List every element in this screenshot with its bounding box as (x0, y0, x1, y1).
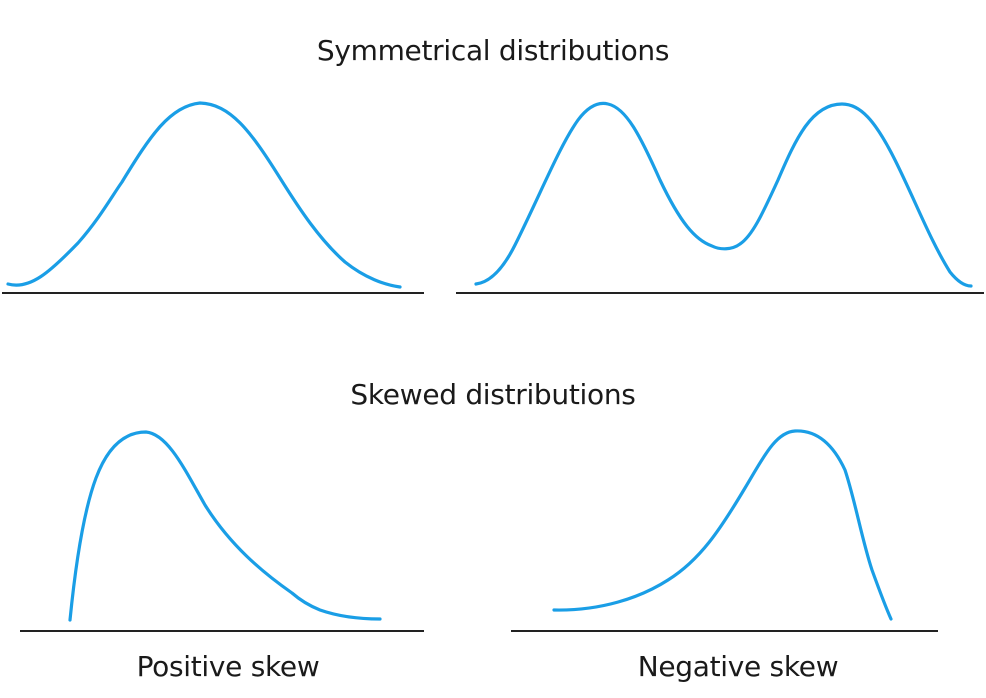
positive-skew-curve (68, 430, 382, 622)
bimodal-curve (474, 101, 973, 288)
bell-curve (6, 101, 402, 289)
negative-skew-curve (552, 429, 893, 621)
positive-skew-label: Positive skew (136, 650, 320, 683)
negative-skew-panel (511, 429, 938, 632)
bell-curve-panel (2, 101, 424, 294)
skewed-distributions-heading: Skewed distributions (350, 378, 636, 411)
negative-skew-label: Negative skew (637, 650, 839, 683)
symmetrical-distributions-heading: Symmetrical distributions (316, 34, 670, 67)
bimodal-curve-panel (456, 101, 984, 294)
positive-skew-panel (20, 430, 424, 632)
